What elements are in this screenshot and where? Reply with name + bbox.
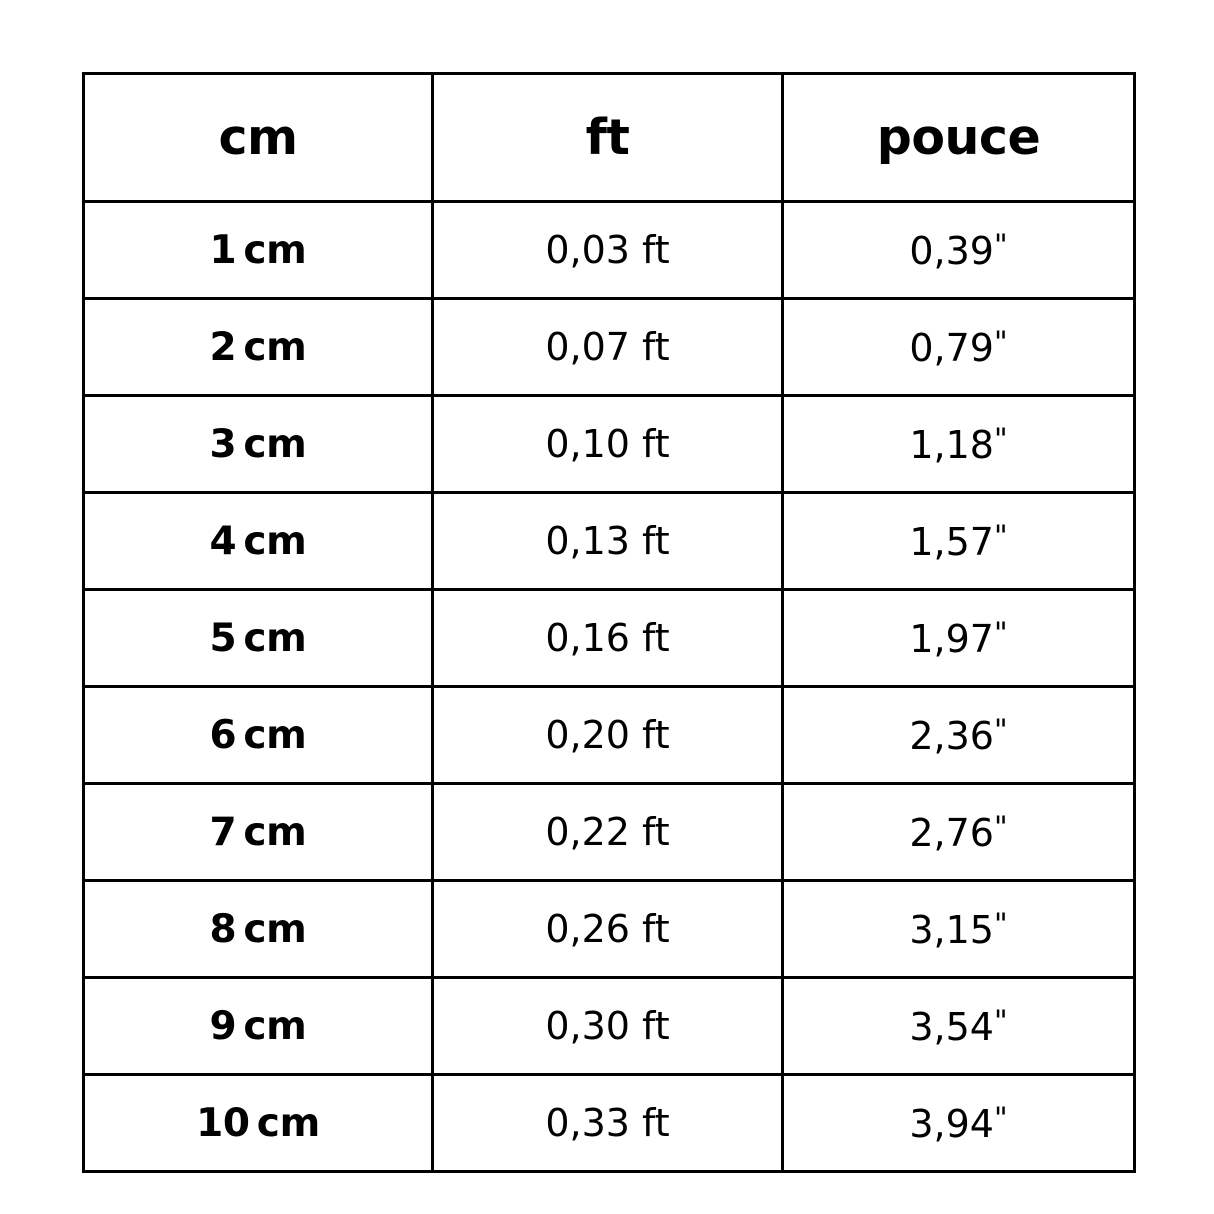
cell-pouce: 1,97": [781, 588, 1136, 688]
cell-pouce: 3,54": [781, 976, 1136, 1076]
inch-mark-icon: ": [993, 615, 1008, 651]
cell-ft: 0,10 ft: [431, 394, 784, 494]
column-header-cm: cm: [82, 72, 434, 203]
table-row: 6 cm 0,20 ft 2,36": [82, 685, 1136, 785]
cm-value: 2: [209, 324, 237, 370]
inch-mark-icon: ": [993, 1003, 1008, 1039]
table-row: 4 cm 0,13 ft 1,57": [82, 491, 1136, 591]
cm-unit: cm: [243, 421, 307, 467]
cell-cm: 1 cm: [82, 200, 434, 300]
inch-mark-icon: ": [993, 906, 1008, 942]
cell-pouce: 2,76": [781, 782, 1136, 882]
pouce-value: 3,94: [909, 1101, 994, 1146]
cm-unit: cm: [256, 1100, 320, 1146]
cm-unit: cm: [243, 615, 307, 661]
cm-value: 3: [209, 421, 237, 467]
table-row: 7 cm 0,22 ft 2,76": [82, 782, 1136, 882]
cell-ft: 0,03 ft: [431, 200, 784, 300]
cell-ft: 0,13 ft: [431, 491, 784, 591]
pouce-value: 2,76: [909, 810, 994, 855]
inch-mark-icon: ": [993, 809, 1008, 845]
cell-ft: 0,20 ft: [431, 685, 784, 785]
inch-mark-icon: ": [993, 712, 1008, 748]
column-header-pouce: pouce: [781, 72, 1136, 203]
cm-unit: cm: [243, 1003, 307, 1049]
cell-ft: 0,22 ft: [431, 782, 784, 882]
cell-ft: 0,33 ft: [431, 1073, 784, 1173]
pouce-value: 2,36: [909, 713, 994, 758]
column-header-ft: ft: [431, 72, 784, 203]
cell-cm: 2 cm: [82, 297, 434, 397]
pouce-value: 3,15: [909, 907, 994, 952]
inch-mark-icon: ": [993, 421, 1008, 457]
table-row: 2 cm 0,07 ft 0,79": [82, 297, 1136, 397]
cm-value: 5: [209, 615, 237, 661]
conversion-table-container: cm ft pouce 1 cm 0,03 ft 0,39" 2 cm 0,07 ft 0,7…: [82, 72, 1136, 1173]
cm-conversion-table: cm ft pouce 1 cm 0,03 ft 0,39" 2 cm 0,07 ft 0,7…: [82, 72, 1136, 1173]
cm-value: 7: [209, 809, 237, 855]
cm-unit: cm: [243, 324, 307, 370]
pouce-value: 1,97: [909, 616, 994, 661]
pouce-value: 0,39: [909, 228, 994, 273]
table-row: 1 cm 0,03 ft 0,39": [82, 200, 1136, 300]
cell-pouce: 1,18": [781, 394, 1136, 494]
cell-pouce: 0,39": [781, 200, 1136, 300]
pouce-value: 0,79: [909, 325, 994, 370]
table-row: 8 cm 0,26 ft 3,15": [82, 879, 1136, 979]
cell-ft: 0,26 ft: [431, 879, 784, 979]
cell-pouce: 3,94": [781, 1073, 1136, 1173]
cell-pouce: 0,79": [781, 297, 1136, 397]
inch-mark-icon: ": [993, 1100, 1008, 1136]
cell-cm: 3 cm: [82, 394, 434, 494]
table-row: 3 cm 0,10 ft 1,18": [82, 394, 1136, 494]
cell-cm: 10 cm: [82, 1073, 434, 1173]
cm-unit: cm: [243, 518, 307, 564]
pouce-value: 1,57: [909, 519, 994, 564]
cm-unit: cm: [243, 712, 307, 758]
cell-ft: 0,07 ft: [431, 297, 784, 397]
pouce-value: 1,18: [909, 422, 994, 467]
cell-cm: 8 cm: [82, 879, 434, 979]
cell-ft: 0,16 ft: [431, 588, 784, 688]
table-header: cm ft pouce: [82, 72, 1136, 203]
table-row: 9 cm 0,30 ft 3,54": [82, 976, 1136, 1076]
cm-value: 8: [209, 906, 237, 952]
cm-value: 6: [209, 712, 237, 758]
inch-mark-icon: ": [993, 227, 1008, 263]
cell-pouce: 1,57": [781, 491, 1136, 591]
cell-cm: 5 cm: [82, 588, 434, 688]
cm-value: 10: [196, 1100, 250, 1146]
table-body: 1 cm 0,03 ft 0,39" 2 cm 0,07 ft 0,79" 3 cm 0,10 ft…: [82, 200, 1136, 1173]
table-header-row: cm ft pouce: [82, 72, 1136, 203]
cell-cm: 4 cm: [82, 491, 434, 591]
cell-cm: 6 cm: [82, 685, 434, 785]
cm-value: 1: [209, 227, 237, 273]
cell-pouce: 2,36": [781, 685, 1136, 785]
cm-unit: cm: [243, 906, 307, 952]
cm-value: 9: [209, 1003, 237, 1049]
inch-mark-icon: ": [993, 518, 1008, 554]
inch-mark-icon: ": [993, 324, 1008, 360]
pouce-value: 3,54: [909, 1004, 994, 1049]
table-row: 10 cm 0,33 ft 3,94": [82, 1073, 1136, 1173]
cm-unit: cm: [243, 227, 307, 273]
cm-unit: cm: [243, 809, 307, 855]
cell-cm: 9 cm: [82, 976, 434, 1076]
cell-ft: 0,30 ft: [431, 976, 784, 1076]
cell-pouce: 3,15": [781, 879, 1136, 979]
table-row: 5 cm 0,16 ft 1,97": [82, 588, 1136, 688]
cm-value: 4: [209, 518, 237, 564]
cell-cm: 7 cm: [82, 782, 434, 882]
